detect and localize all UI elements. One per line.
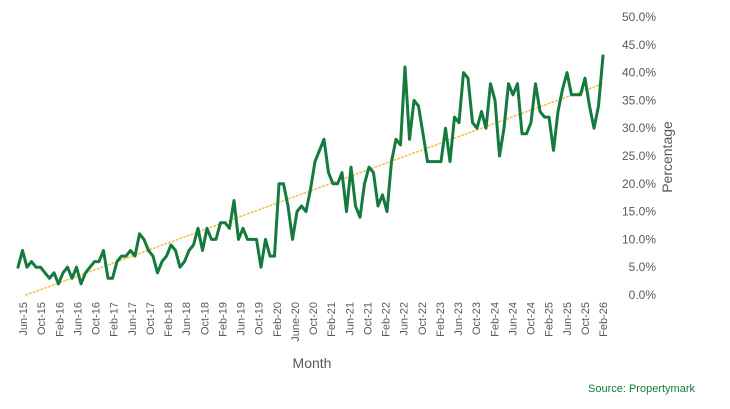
- x-tick-label: Oct-25: [580, 302, 592, 335]
- x-tick-label: Jun-16: [72, 302, 84, 336]
- x-tick-label: Feb-17: [109, 302, 121, 337]
- x-tick-label: Feb-23: [435, 302, 447, 337]
- x-tick-label: Feb-26: [598, 302, 610, 337]
- x-tick-label: Jun-19: [236, 302, 248, 336]
- y-axis-title: Percentage: [659, 121, 675, 193]
- x-tick-label: Feb-22: [381, 302, 393, 337]
- x-axis-tick-labels: Jun-15 Oct-15 Feb-16 Jun-16 Oct-16 Feb-17 Jun-…: [18, 302, 610, 342]
- x-tick-label: Oct-18: [199, 302, 211, 335]
- x-tick-label: Feb-21: [326, 302, 338, 337]
- x-tick-label: Jun-18: [181, 302, 193, 336]
- y-tick-label: 25.0%: [622, 149, 656, 163]
- y-tick-label: 35.0%: [622, 93, 656, 107]
- x-tick-label: Oct-23: [471, 302, 483, 335]
- x-tick-label: Feb-16: [54, 302, 66, 337]
- series-line: [16, 54, 605, 286]
- x-tick-label: Oct-15: [36, 302, 48, 335]
- x-tick-label: Jun-22: [399, 302, 411, 336]
- y-tick-label: 50.0%: [622, 10, 656, 24]
- x-tick-label: Oct-22: [417, 302, 429, 335]
- x-tick-label: Feb-24: [489, 302, 501, 337]
- x-tick-label: Oct-16: [91, 302, 103, 335]
- x-tick-label: Feb-25: [544, 302, 556, 337]
- x-tick-label: Oct-20: [308, 302, 320, 335]
- x-tick-label: Jun-15: [18, 302, 30, 336]
- y-tick-label: 45.0%: [622, 38, 656, 52]
- y-axis-tick-labels: 0.0% 5.0% 10.0% 15.0% 20.0% 25.0% 30.0% 35.0% 40…: [622, 10, 656, 302]
- y-tick-label: 20.0%: [622, 177, 656, 191]
- x-tick-label: Jun-25: [562, 302, 574, 336]
- trend-line: [25, 82, 604, 296]
- x-tick-label: Feb-20: [272, 302, 284, 337]
- x-tick-label: Feb-19: [217, 302, 229, 337]
- y-tick-label: 30.0%: [622, 121, 656, 135]
- x-tick-label: Feb-18: [163, 302, 175, 337]
- y-tick-label: 0.0%: [629, 288, 657, 302]
- source-note: Source: Propertymark: [588, 383, 695, 395]
- x-tick-label: Jun-24: [507, 302, 519, 336]
- x-axis-title: Month: [293, 355, 332, 371]
- x-tick-label: Oct-21: [362, 302, 374, 335]
- y-tick-label: 5.0%: [629, 260, 657, 274]
- y-tick-label: 40.0%: [622, 66, 656, 80]
- series-layer: [16, 54, 605, 296]
- x-tick-label: Oct-19: [254, 302, 266, 335]
- x-tick-label: Oct-24: [526, 302, 538, 335]
- x-tick-label: Jun-21: [344, 302, 356, 336]
- x-tick-label: Oct-17: [145, 302, 157, 335]
- y-tick-label: 10.0%: [622, 232, 656, 246]
- x-tick-label: June-20: [290, 302, 302, 342]
- x-tick-label: Jun-23: [453, 302, 465, 336]
- y-tick-label: 15.0%: [622, 205, 656, 219]
- x-tick-label: Jun-17: [127, 302, 139, 336]
